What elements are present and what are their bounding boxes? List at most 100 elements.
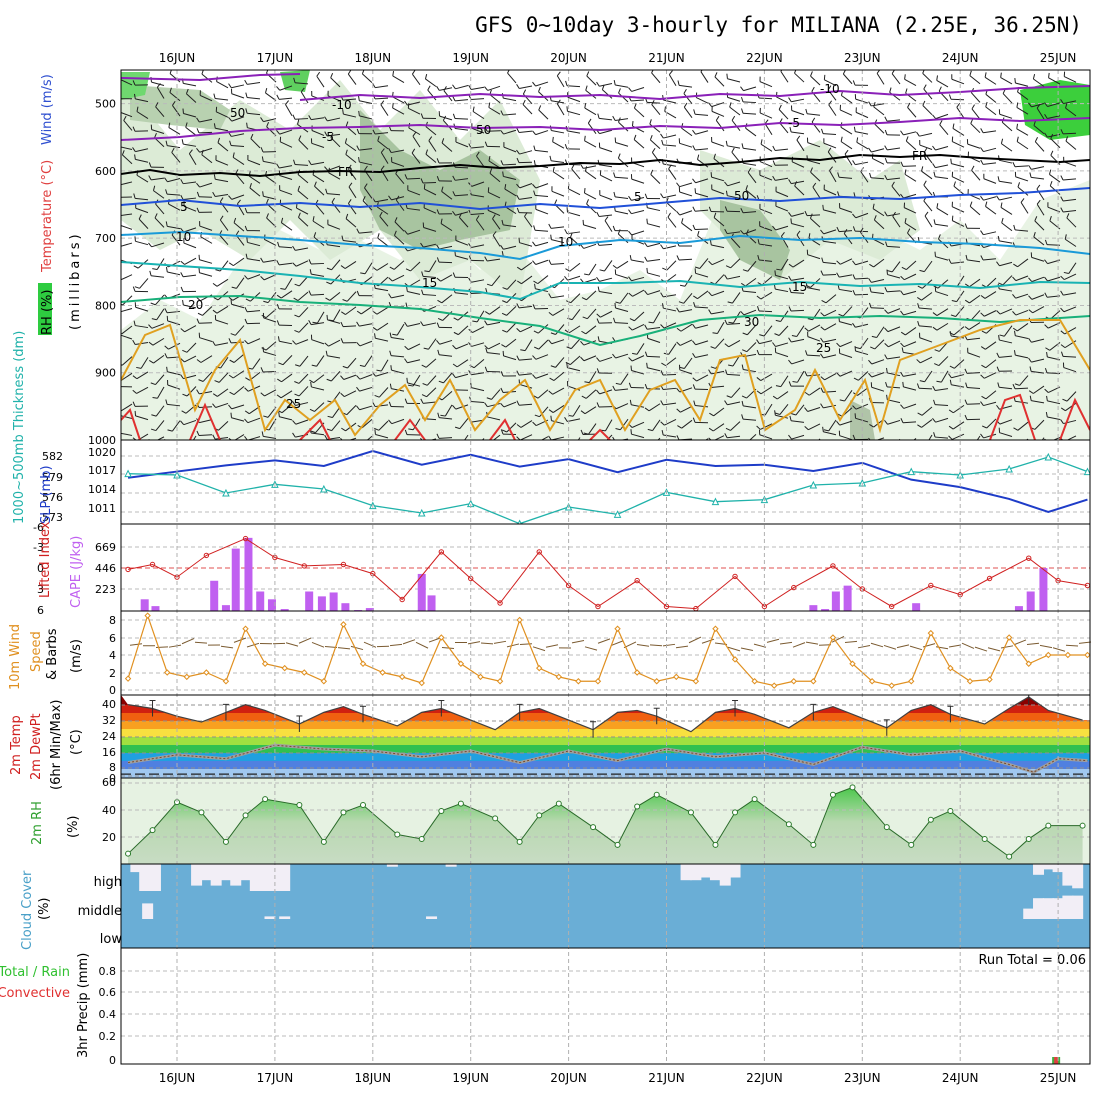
wind-barb-flag <box>345 213 349 219</box>
rh-marker <box>360 802 367 809</box>
wind-barb <box>791 131 805 135</box>
wind-barb <box>1031 276 1045 283</box>
rh-marker <box>590 824 597 831</box>
wind-barb <box>873 258 885 268</box>
temp-tick: 8 <box>109 761 116 774</box>
wind-barb-flag <box>552 136 554 142</box>
wind-barb <box>636 343 645 355</box>
wind-barb-flag <box>261 156 264 162</box>
wind-barb-flag <box>404 429 408 435</box>
wind-barb <box>647 367 661 372</box>
wind-barb-flag <box>166 366 168 372</box>
li-marker <box>149 561 156 568</box>
wind-barb-flag <box>501 312 507 316</box>
wind-barb-flag <box>1044 239 1048 245</box>
wind-barb-flag <box>132 339 136 345</box>
wind-barb <box>155 374 165 385</box>
wind-barb <box>282 355 293 366</box>
wind-barb <box>712 423 725 432</box>
cape-bar <box>221 605 230 611</box>
wind-barb <box>316 355 325 367</box>
wind-barb-flag <box>228 374 234 379</box>
wind-barb-flag <box>708 291 713 297</box>
wind-barb <box>683 93 693 105</box>
wind-barb-flag <box>548 435 552 440</box>
wind-barb <box>839 352 853 358</box>
wind-barb-flag <box>420 178 424 184</box>
wind10-marker <box>712 625 719 632</box>
wind-barb <box>971 169 981 181</box>
wind-barb-flag <box>884 129 888 135</box>
date-label-bottom: 19JUN <box>452 1071 489 1085</box>
wind-barb <box>455 292 469 295</box>
wind-barb <box>172 105 181 117</box>
wind-barb <box>663 434 677 438</box>
wind-barb <box>903 131 917 136</box>
wind-barb-flag <box>923 84 927 90</box>
wind-barb-flag <box>154 132 157 138</box>
wind-barb-flag <box>853 377 859 381</box>
rh-marker <box>810 841 817 848</box>
wind-barb <box>519 305 533 309</box>
wind-barb-flag <box>533 160 536 166</box>
wind-barb-flag <box>980 295 986 299</box>
wind-barb <box>506 279 517 290</box>
wind-barb-flag <box>756 377 762 381</box>
wind-barb <box>985 359 997 369</box>
wind-barb <box>999 159 1013 164</box>
wind-barb-flag <box>294 329 300 333</box>
wind-barb-flag <box>364 183 368 189</box>
wind-barb-flag <box>293 159 296 165</box>
wind-barb <box>969 205 981 216</box>
wind-barb-flag <box>244 418 249 424</box>
wind-barb <box>311 117 325 121</box>
wind-barb-flag <box>484 366 488 372</box>
wind-barb-flag <box>340 392 345 397</box>
wind-barb <box>380 152 389 164</box>
wind-barb <box>502 163 517 166</box>
wind-barb <box>538 339 549 350</box>
wind-barb-flag <box>917 320 920 327</box>
wind-barb <box>567 231 581 235</box>
wind-barb-flag <box>154 213 158 219</box>
wind-barb-flag <box>949 331 952 337</box>
wind-barb <box>1047 115 1061 119</box>
wind-barb-flag <box>837 172 840 178</box>
wind-barb-flag <box>870 346 876 350</box>
wind-barb-flag <box>390 365 392 371</box>
wind-barb-flag <box>507 70 510 74</box>
wind-barb <box>936 322 949 331</box>
wind-barb <box>903 193 917 199</box>
wind-barb <box>183 82 197 87</box>
wind-barb-flag <box>756 339 760 344</box>
wind-barb-flag <box>900 161 904 167</box>
wind-barb-flag <box>233 217 237 223</box>
wind-barb-flag <box>764 119 769 124</box>
wind-barb-flag <box>709 240 712 246</box>
wind-barb <box>375 85 389 89</box>
thickness-marker <box>711 497 720 506</box>
wind-barb <box>166 193 181 196</box>
wind-barb <box>394 235 405 245</box>
wind-barb <box>1017 186 1029 196</box>
wind10-barb <box>831 636 845 643</box>
rh-contour-label: 30 <box>744 315 759 329</box>
wind-barb <box>121 334 133 340</box>
wind-barb <box>412 135 421 148</box>
wind-barb <box>524 339 533 351</box>
wind-barb <box>1031 294 1045 300</box>
wind-barb <box>695 130 709 135</box>
wind-barb-flag <box>219 197 224 203</box>
wind-barb <box>828 104 837 116</box>
wind-barb <box>823 189 837 196</box>
wind10-barb <box>441 646 455 650</box>
wind-barb-flag <box>324 131 328 137</box>
wind-barb <box>663 322 677 329</box>
wind-barb-flag <box>936 380 942 383</box>
wind-barb-flag <box>692 417 696 423</box>
wind-barb <box>1017 258 1029 268</box>
wind-barb-flag <box>297 119 300 125</box>
wind-barb-flag <box>1012 161 1016 167</box>
wind-barb-flag <box>596 276 600 282</box>
wind-barb <box>714 76 725 87</box>
